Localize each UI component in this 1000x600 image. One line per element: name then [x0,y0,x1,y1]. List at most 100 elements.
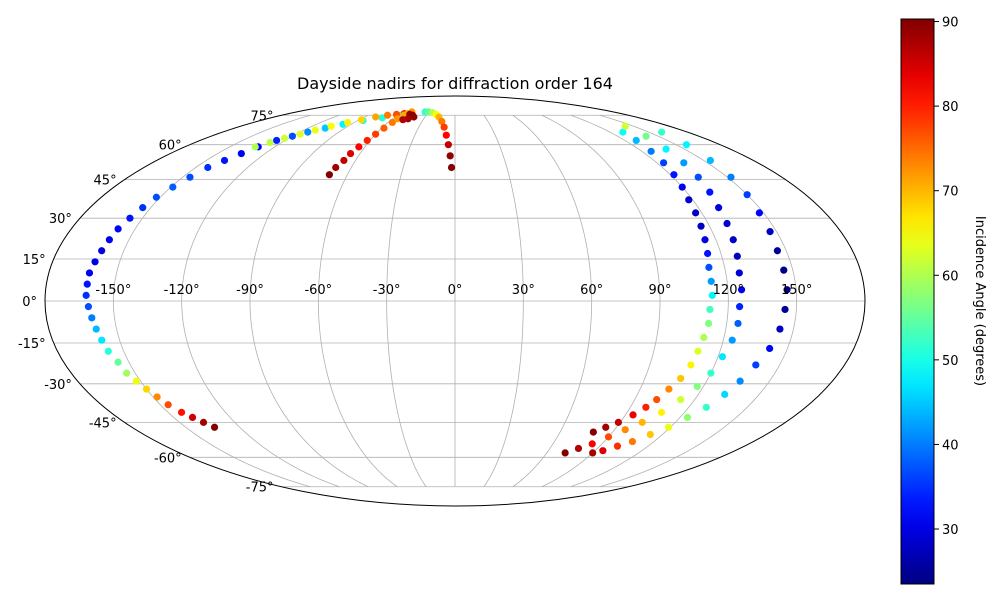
data-point [715,204,723,212]
data-point [773,247,782,255]
data-point [736,303,744,311]
data-point [574,444,583,453]
data-point [561,449,569,457]
lon-tick-label: 150° [781,283,812,298]
data-point [685,196,693,204]
data-point [638,418,646,426]
data-point [718,353,727,361]
lat-tick-label: 15° [23,253,46,268]
data-point [743,191,751,199]
data-point [153,393,161,401]
latitude-tick-labels: -75° -60° -45° -30° -15° 0° 15° 30° 45° 60° 75° [18,109,274,495]
data-point [446,152,454,160]
colorbar-bar [900,18,935,585]
data-point [186,173,194,181]
data-point [628,437,637,446]
data-point [707,277,715,285]
colorbar: 30 40 50 60 70 80 90 Incidence Angle (degrees) [900,16,987,585]
colorbar-tick-label: 30 [942,523,959,538]
data-point [344,118,352,127]
data-point [599,447,607,455]
data-point [296,130,304,138]
data-point [642,403,650,411]
data-point [736,377,744,385]
data-point [355,143,363,151]
data-point [332,163,340,172]
data-point [83,280,91,288]
data-point [670,171,678,179]
data-point [98,247,106,255]
data-point [680,159,688,167]
lon-tick-label: 90° [648,283,671,298]
lat-tick-label: -60° [154,451,182,466]
data-point [729,236,737,244]
data-point [653,395,661,404]
data-point [442,131,450,139]
data-point [721,390,729,398]
lat-tick-label: 60° [159,139,182,154]
data-point [273,136,281,145]
data-point [647,147,655,155]
data-point [357,116,366,124]
colorbar-tick-label: 80 [942,100,959,115]
data-point [589,428,597,436]
data-point [728,336,736,344]
data-point [327,122,335,130]
data-point [682,141,691,149]
data-point [613,442,622,450]
data-point [82,291,90,299]
data-point [642,132,650,140]
data-point [371,130,380,138]
data-point [604,433,613,441]
data-point [304,128,312,136]
data-point [705,263,713,271]
data-point [288,132,296,140]
data-point [92,325,100,333]
data-point [220,156,229,165]
data-point [665,385,673,393]
data-point [164,401,172,409]
lon-tick-label: 120° [713,283,744,298]
data-point [177,408,186,416]
data-point [737,286,746,294]
data-point [114,358,122,366]
data-point [706,188,714,196]
data-point [700,333,708,342]
colorbar-tick-label: 50 [942,354,959,369]
data-point [704,249,712,258]
data-point [114,225,122,233]
data-point [311,126,319,134]
data-points [82,108,791,457]
data-point [697,222,705,230]
data-point [210,423,219,431]
data-point [701,236,709,244]
data-point [621,122,629,130]
data-point [152,193,160,201]
map-boundary [44,95,866,507]
data-point [733,252,741,260]
data-point [735,269,743,277]
data-point [447,163,456,172]
colorbar-tick-label: 70 [942,185,959,200]
data-point [588,440,596,448]
data-point [755,209,763,217]
lon-tick-label: -60° [304,283,332,298]
colorbar-tick-label: 60 [942,269,959,284]
data-point [662,145,670,153]
data-point [664,423,673,431]
data-point [237,149,245,158]
data-point [380,124,388,132]
data-point [266,138,274,147]
colorbar-ticks: 30 40 50 60 70 80 90 [934,16,959,538]
data-point [683,413,692,422]
data-point [677,374,685,383]
lon-tick-label: -120° [164,283,200,298]
data-point [632,136,640,145]
data-point [169,183,177,191]
data-point [727,173,735,181]
lat-tick-label: -15° [18,337,46,352]
data-point [678,183,686,191]
data-point [321,124,329,132]
data-point [707,369,715,377]
data-point [629,411,637,419]
